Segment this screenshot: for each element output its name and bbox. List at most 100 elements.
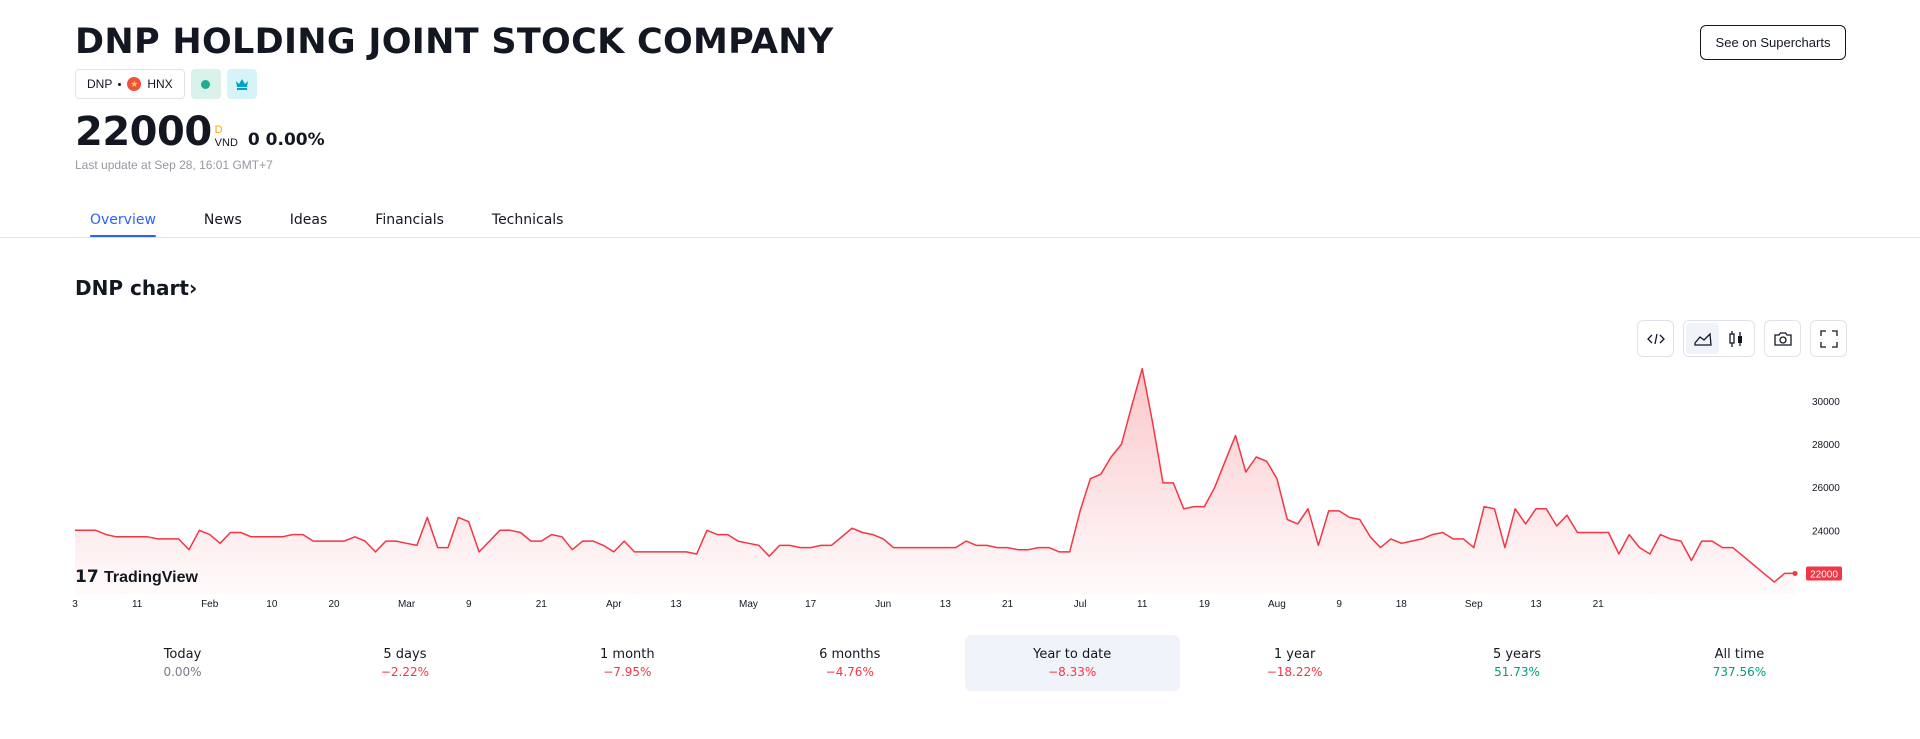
x-tick-label: Apr (606, 599, 622, 610)
x-tick-label: Jul (1074, 599, 1087, 610)
period-value: 51.73% (1494, 665, 1540, 679)
currency-badge: D (214, 124, 223, 136)
x-tick-label: 20 (328, 599, 340, 610)
period-1-month[interactable]: 1 month −7.95% (520, 635, 735, 691)
x-tick-label: 11 (132, 599, 143, 610)
x-tick-label: May (739, 599, 758, 610)
snapshot-button[interactable] (1764, 320, 1801, 357)
price-chart[interactable]: 24000 26000 28000 30000 22000 3 11 Feb 10 20 Mar 9 2… (0, 360, 1920, 620)
y-tick-label: 28000 (1812, 440, 1840, 451)
period-label: All time (1714, 647, 1765, 662)
area-chart-icon (1693, 332, 1712, 346)
tab-technicals[interactable]: Technicals (491, 212, 564, 228)
camera-icon (1773, 331, 1792, 346)
period-value: −2.22% (380, 665, 430, 679)
performance-periods: Today 0.00% 5 days −2.22% 1 month −7.95% 6 … (75, 635, 1847, 691)
period-value: −7.95% (603, 665, 652, 679)
chart-section-link[interactable]: DNP chart› (75, 276, 197, 300)
page-title: DNP HOLDING JOINT STOCK COMPANY (75, 22, 834, 62)
x-tick-label: 10 (266, 599, 278, 610)
period-6-months[interactable]: 6 months −4.76% (742, 635, 957, 691)
period-label: Year to date (1033, 647, 1112, 662)
x-tick-label: 13 (1530, 599, 1542, 610)
x-tick-label: 19 (1199, 599, 1211, 610)
x-tick-label: 21 (1002, 599, 1014, 610)
tabs-divider (0, 237, 1920, 238)
tab-bar: Overview News Ideas Financials Technical… (75, 204, 611, 238)
x-tick-label: 9 (1336, 599, 1342, 610)
period-value: −4.76% (825, 665, 874, 679)
market-status-badge[interactable] (190, 69, 221, 99)
area-chart-button[interactable] (1686, 323, 1719, 354)
x-tick-label: 3 (72, 599, 78, 610)
x-tick-label: 17 (805, 599, 817, 610)
period-label: Today (163, 647, 202, 662)
x-tick-label: 9 (466, 599, 472, 610)
period-value: 737.56% (1712, 665, 1767, 679)
x-tick-label: 11 (1137, 599, 1148, 610)
period-value: −8.33% (1048, 665, 1097, 679)
embed-button[interactable] (1637, 320, 1674, 357)
y-tick-label: 24000 (1812, 526, 1840, 537)
crown-badge[interactable] (226, 69, 257, 99)
chart-section-title: DNP chart (75, 276, 189, 300)
area-fill (75, 368, 1795, 595)
period-value: 0.00% (163, 665, 202, 679)
period-label: 6 months (819, 647, 881, 662)
fullscreen-icon (1819, 329, 1838, 348)
candle-chart-button[interactable] (1719, 323, 1752, 354)
tab-overview[interactable]: Overview (90, 204, 156, 238)
currency-label: VND (214, 137, 238, 149)
symbol-label: DNP (87, 77, 113, 91)
period-5-days[interactable]: 5 days −2.22% (297, 635, 512, 691)
currency-stack: D VND (215, 124, 238, 150)
x-tick-label: Jun (875, 599, 891, 610)
x-tick-label: Feb (201, 599, 219, 610)
tradingview-logo-icon: 17 (75, 567, 99, 587)
last-price-badge (1806, 566, 1842, 581)
period-value: −18.22% (1266, 665, 1323, 679)
symbol-exchange-badge[interactable]: DNP ★ HNX (75, 69, 185, 99)
x-tick-label: Sep (1465, 599, 1483, 610)
code-icon (1646, 333, 1665, 344)
tab-news[interactable]: News (203, 212, 242, 228)
price-row: 22000 D VND 0 0.00% (75, 110, 325, 154)
see-on-supercharts-button[interactable]: See on Supercharts (1700, 25, 1846, 60)
period-today[interactable]: Today 0.00% (75, 635, 290, 691)
period-label: 1 month (600, 647, 655, 662)
price-line (75, 367, 1795, 583)
x-tick-label: Aug (1268, 599, 1286, 610)
period-5-years[interactable]: 5 years 51.73% (1410, 635, 1625, 691)
last-price: 22000 (75, 109, 212, 155)
period-1-year[interactable]: 1 year −18.22% (1187, 635, 1402, 691)
chart-style-toggle (1683, 320, 1755, 357)
x-tick-label: 13 (670, 599, 682, 610)
fullscreen-button[interactable] (1810, 320, 1847, 357)
x-tick-label: 21 (536, 599, 548, 610)
crown-icon (235, 79, 248, 90)
tab-financials[interactable]: Financials (375, 212, 444, 228)
separator-dot (118, 82, 122, 86)
exchange-label: HNX (147, 77, 173, 91)
vietnam-flag-icon: ★ (127, 77, 142, 91)
market-open-icon (201, 79, 211, 89)
tradingview-watermark: TradingView (104, 569, 199, 586)
y-tick-label: 30000 (1812, 397, 1840, 408)
tab-ideas[interactable]: Ideas (289, 212, 328, 228)
symbol-badges: DNP ★ HNX (75, 69, 257, 99)
x-tick-label: 18 (1396, 599, 1408, 610)
period-all-time[interactable]: All time 737.56% (1632, 635, 1847, 691)
y-tick-label: 26000 (1812, 483, 1840, 494)
chart-toolbar (1637, 320, 1847, 357)
last-price-dot (1792, 570, 1798, 576)
price-change: 0 0.00% (247, 130, 325, 150)
x-tick-label: 13 (940, 599, 952, 610)
period-label: 5 days (383, 647, 427, 662)
period-year-to-date[interactable]: Year to date −8.33% (964, 635, 1180, 691)
period-label: 5 years (1492, 647, 1542, 662)
last-price-label: 22000 (1810, 569, 1838, 580)
period-label: 1 year (1273, 647, 1316, 662)
x-tick-label: Mar (398, 599, 416, 610)
chevron-right-icon: › (188, 276, 198, 300)
x-tick-label: 21 (1593, 599, 1605, 610)
